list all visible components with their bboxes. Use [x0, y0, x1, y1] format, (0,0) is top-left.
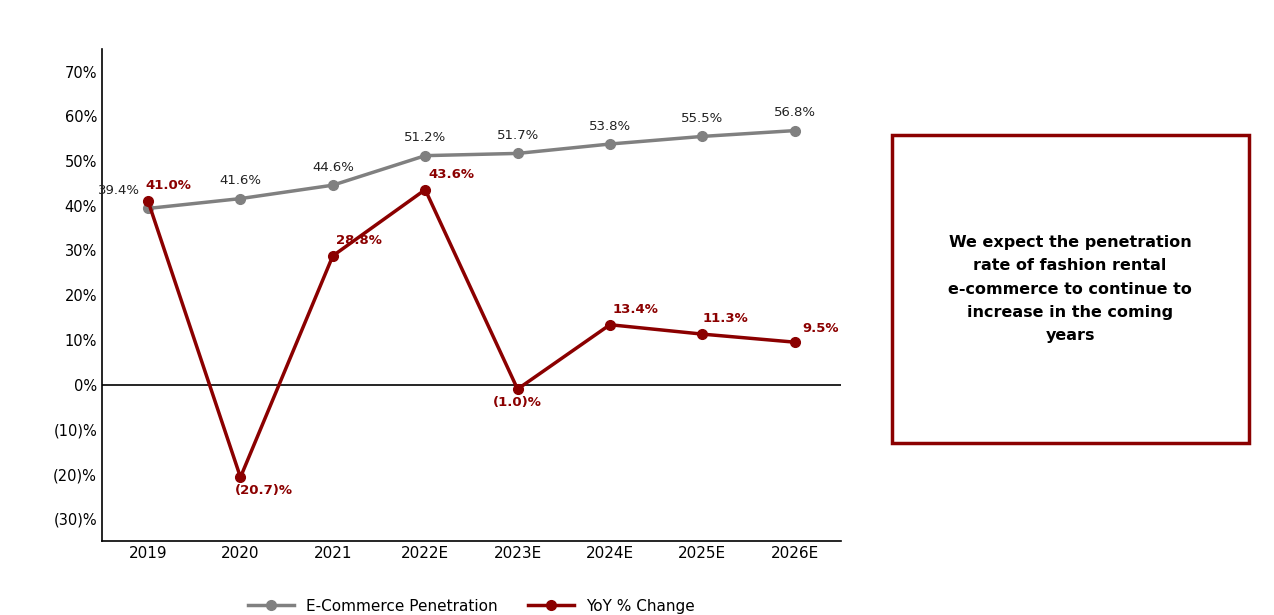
Text: 53.8%: 53.8%: [589, 120, 631, 133]
Text: 56.8%: 56.8%: [773, 106, 815, 119]
Text: 41.6%: 41.6%: [219, 175, 261, 188]
Text: 55.5%: 55.5%: [682, 112, 724, 125]
Text: 13.4%: 13.4%: [613, 303, 659, 315]
Text: 9.5%: 9.5%: [803, 322, 838, 335]
Text: 28.8%: 28.8%: [336, 234, 382, 247]
Text: (20.7)%: (20.7)%: [234, 485, 293, 498]
Text: 51.2%: 51.2%: [404, 132, 446, 145]
Text: 41.0%: 41.0%: [145, 180, 191, 192]
Text: 11.3%: 11.3%: [702, 312, 748, 325]
Text: 39.4%: 39.4%: [98, 184, 140, 197]
Legend: E-Commerce Penetration, YoY % Change: E-Commerce Penetration, YoY % Change: [242, 592, 701, 615]
Text: 44.6%: 44.6%: [312, 161, 354, 174]
Text: We expect the penetration
rate of fashion rental
e-commerce to continue to
incre: We expect the penetration rate of fashio…: [948, 235, 1192, 343]
Text: 43.6%: 43.6%: [428, 168, 474, 181]
Text: (1.0)%: (1.0)%: [493, 396, 541, 409]
Text: 51.7%: 51.7%: [497, 129, 539, 142]
